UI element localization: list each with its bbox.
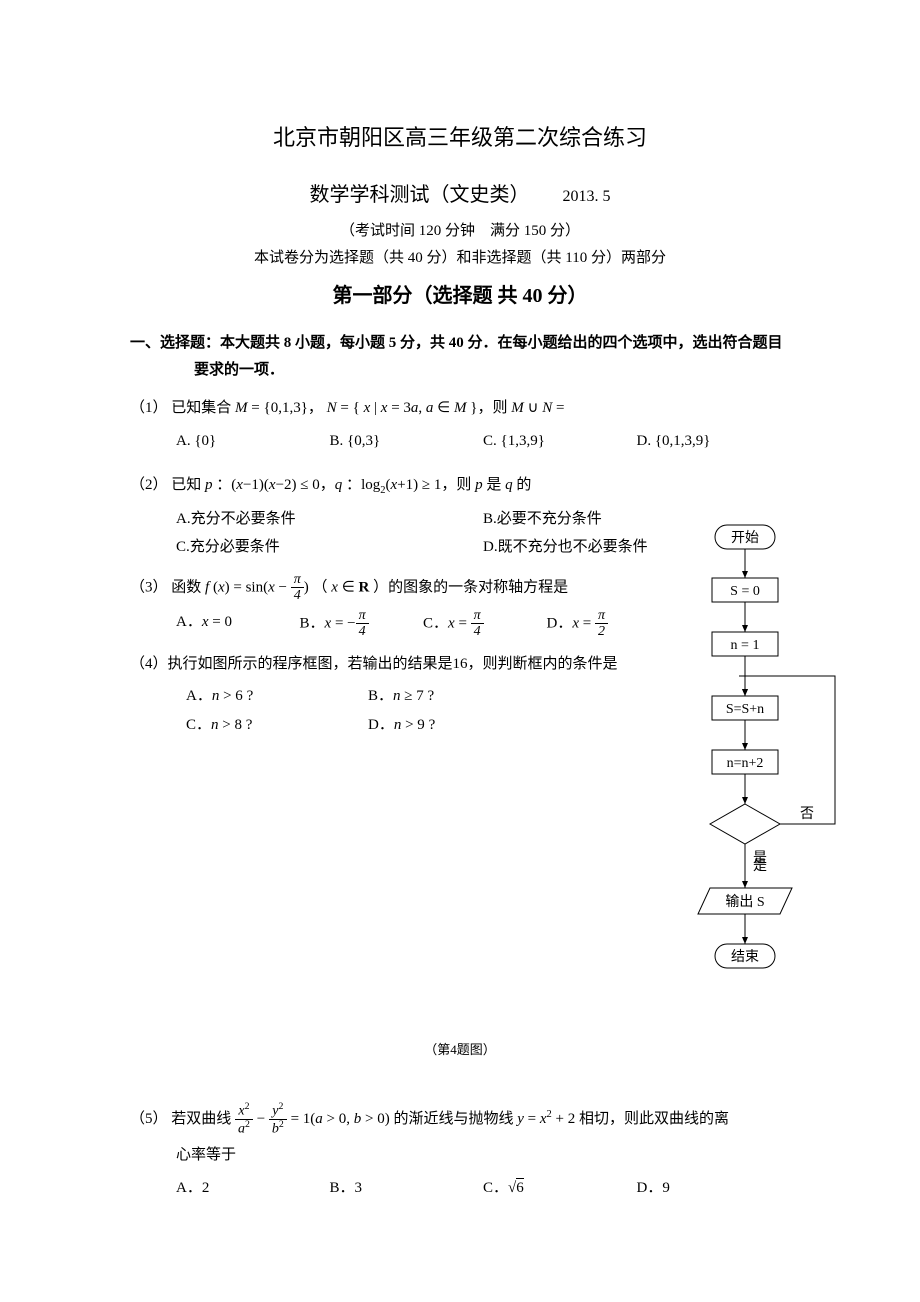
q2-opt-a: A.充分不必要条件 (176, 505, 483, 534)
q5-num: （5） (130, 1111, 168, 1127)
q4-num: （4） (130, 656, 168, 672)
q5-opt-a: A．2 (176, 1174, 330, 1203)
svg-text:是: 是 (753, 851, 767, 866)
svg-text:输出 S: 输出 S (725, 894, 764, 910)
svg-text:结束: 结束 (731, 949, 759, 965)
part1-title: 第一部分（选择题 共 40 分） (130, 279, 790, 308)
q3-opt-c: C．x = π4 (423, 608, 547, 640)
svg-text:n = 1: n = 1 (731, 638, 760, 653)
fig4-caption: （第4题图） (130, 1039, 790, 1058)
question-5: （5） 若双曲线 x2a2 − y2b2 = 1(a > 0, b > 0) 的… (130, 1102, 790, 1202)
q3-opt-a: A．x = 0 (176, 608, 300, 640)
q1-pre: 已知集合 (171, 400, 235, 416)
q1-stem: （1） 已知集合 M = {0,1,3}， N = { x | x = 3a, … (130, 394, 790, 423)
svg-text:开始: 开始 (731, 530, 759, 546)
q5-opt-d: D．9 (637, 1174, 791, 1203)
q5-opt-c: C．√6 (483, 1174, 637, 1203)
question-1: （1） 已知集合 M = {0,1,3}， N = { x | x = 3a, … (130, 394, 790, 455)
q1-opt-d: D. {0,1,3,9} (637, 427, 791, 456)
svg-text:否: 否 (800, 807, 814, 822)
q3-opt-d: D．x = π2 (547, 608, 671, 640)
q5-stem: （5） 若双曲线 x2a2 − y2b2 = 1(a > 0, b > 0) 的… (130, 1102, 790, 1137)
q4-options: A．n > 6 ? C．n > 8 ? B．n ≥ 7 ? D．n > 9 ? (130, 682, 550, 739)
q2-stem: （2） 已知 p ：(x−1)(x−2) ≤ 0，q ：log2(x+1) ≥ … (130, 471, 790, 501)
q1-opt-a: A. {0} (176, 427, 330, 456)
q5-options: A．2 B．3 C．√6 D．9 (130, 1174, 790, 1203)
section-intro: 一、选择题：本大题共 8 小题，每小题 5 分，共 40 分．在每小题给出的四个… (130, 330, 790, 384)
q4-opt-c: C．n > 8 ? (186, 711, 368, 740)
q1-c1: ， (308, 400, 323, 416)
q1-options: A. {0} B. {0,3} C. {1,3,9} D. {0,1,3,9} (130, 427, 790, 456)
q3-options: A．x = 0 B．x = −π4 C．x = π4 D．x = π2 (130, 608, 670, 640)
subject-title: 数学学科测试（文史类） (310, 184, 530, 206)
q1-opt-b: B. {0,3} (330, 427, 484, 456)
q3-num: （3） (130, 579, 168, 595)
exam-date: 2013. 5 (563, 188, 611, 205)
flowchart-svg: 开始S = 0n = 1S=S+nn=n+2输出 S结束是否是 (670, 520, 850, 1020)
q3-opt-b: B．x = −π4 (300, 608, 424, 640)
q4-text: 执行如图所示的程序框图，若输出的结果是16，则判断框内的条件是 (168, 656, 618, 672)
question-3: （3） 函数 f (x) = sin(x − π4) （ x ∈ R ）的图象的… (130, 572, 670, 640)
exam-parts: 本试卷分为选择题（共 40 分）和非选择题（共 110 分）两部分 (130, 246, 790, 267)
q4-stem: （4）执行如图所示的程序框图，若输出的结果是16，则判断框内的条件是 (130, 650, 670, 679)
subject-line: 数学学科测试（文史类） 2013. 5 (130, 178, 790, 207)
q2-opt-c: C.充分必要条件 (176, 533, 483, 562)
q4-opt-a: A．n > 6 ? (186, 682, 368, 711)
main-title: 北京市朝阳区高三年级第二次综合练习 (130, 120, 790, 152)
question-4: （4）执行如图所示的程序框图，若输出的结果是16，则判断框内的条件是 A．n >… (130, 650, 670, 740)
q3-stem: （3） 函数 f (x) = sin(x − π4) （ x ∈ R ）的图象的… (130, 572, 670, 604)
q1-num: （1） (130, 400, 168, 416)
flowchart: 开始S = 0n = 1S=S+nn=n+2输出 S结束是否是 (670, 520, 850, 1025)
q5-opt-b: B．3 (330, 1174, 484, 1203)
q2-num: （2） (130, 477, 168, 493)
q5-stem-l2: 心率等于 (130, 1141, 790, 1170)
q4-opt-d: D．n > 9 ? (368, 711, 550, 740)
svg-text:n=n+2: n=n+2 (727, 756, 764, 771)
q1-opt-c: C. {1,3,9} (483, 427, 637, 456)
svg-text:S=S+n: S=S+n (726, 702, 764, 717)
svg-text:S = 0: S = 0 (730, 584, 760, 599)
exam-info: （考试时间 120 分钟 满分 150 分） (130, 219, 790, 240)
q4-opt-b: B．n ≥ 7 ? (368, 682, 550, 711)
